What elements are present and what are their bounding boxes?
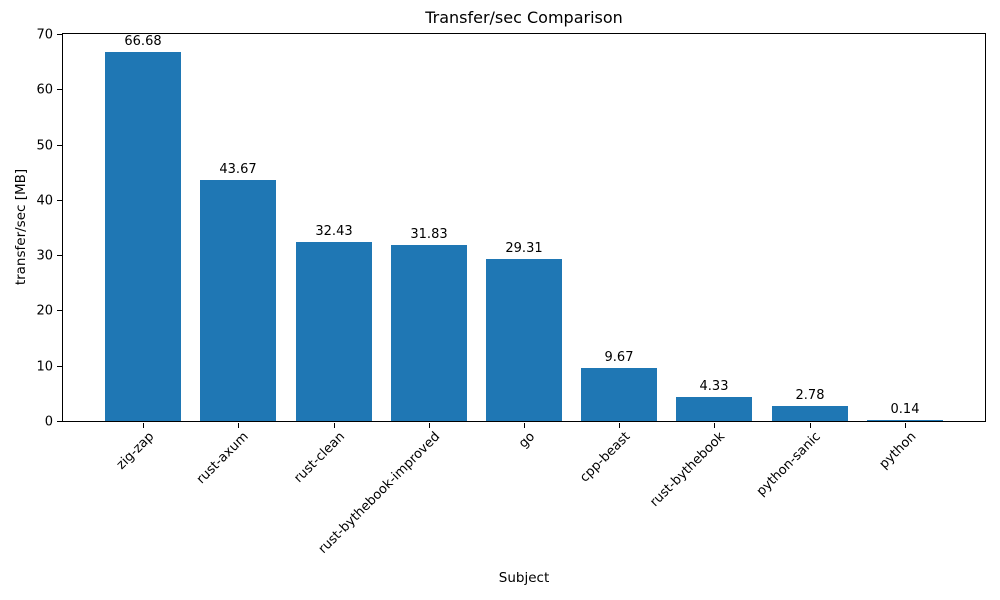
x-tick-label: rust-axum	[194, 429, 252, 488]
chart-title: Transfer/sec Comparison	[425, 8, 623, 27]
bar-value-label: 0.14	[890, 402, 920, 417]
bar-rust-axum	[200, 180, 276, 421]
y-tick-mark	[57, 145, 62, 146]
x-tick-label: zig-zap	[113, 429, 157, 473]
y-tick-mark	[57, 34, 62, 35]
bar-zig-zap	[105, 52, 181, 421]
y-tick-mark	[57, 200, 62, 201]
y-tick-label: 60	[36, 82, 53, 98]
y-tick-label: 0	[44, 414, 53, 430]
y-tick-label: 30	[36, 248, 53, 264]
y-tick-label: 20	[36, 303, 53, 319]
bar-rust-bythebook	[676, 397, 752, 421]
x-tick-label: python	[876, 429, 919, 473]
y-tick-label: 50	[36, 138, 53, 154]
bar-value-label: 43.67	[219, 162, 257, 177]
y-tick-mark	[57, 89, 62, 90]
x-tick-mark	[714, 423, 715, 428]
x-tick-mark	[429, 423, 430, 428]
bar-value-label: 29.31	[505, 241, 543, 256]
x-tick-label: python-sanic	[753, 429, 824, 500]
bar-value-label: 4.33	[699, 379, 729, 394]
bar-python-sanic	[772, 406, 848, 421]
bar-value-label: 2.78	[795, 388, 825, 403]
bar-value-label: 9.67	[604, 350, 634, 365]
y-tick-label: 40	[36, 193, 53, 209]
x-tick-mark	[905, 423, 906, 428]
x-tick-mark	[143, 423, 144, 428]
y-tick-label: 10	[36, 359, 53, 375]
x-tick-mark	[524, 423, 525, 428]
x-tick-mark	[334, 423, 335, 428]
x-tick-label: rust-bythebook	[647, 429, 728, 510]
y-tick-label: 70	[36, 27, 53, 43]
bar-value-label: 32.43	[315, 224, 353, 239]
y-tick-mark	[57, 310, 62, 311]
bar-cpp-beast	[581, 368, 657, 421]
x-tick-label: go	[515, 429, 538, 452]
x-tick-label: rust-clean	[291, 429, 348, 486]
plot-area: 66.68 43.67 32.43 31.83 29.31 9.67 4.33 2.78 0.1…	[36, 29, 986, 557]
bar-go	[486, 259, 562, 421]
x-tick-label: cpp-beast	[576, 429, 633, 486]
y-tick-mark	[57, 255, 62, 256]
bar-value-label: 31.83	[410, 227, 448, 242]
x-tick-mark	[810, 423, 811, 428]
bar-value-label: 66.68	[124, 34, 162, 49]
bar-python	[867, 420, 943, 421]
y-tick-mark	[57, 421, 62, 422]
y-axis-label: transfer/sec [MB]	[13, 168, 29, 286]
x-tick-mark	[619, 423, 620, 428]
bar-rust-bythebook-improved	[391, 245, 467, 421]
x-axis-label: Subject	[498, 570, 550, 586]
bar-rust-clean	[296, 242, 372, 421]
x-tick-mark	[238, 423, 239, 428]
y-tick-mark	[57, 366, 62, 367]
